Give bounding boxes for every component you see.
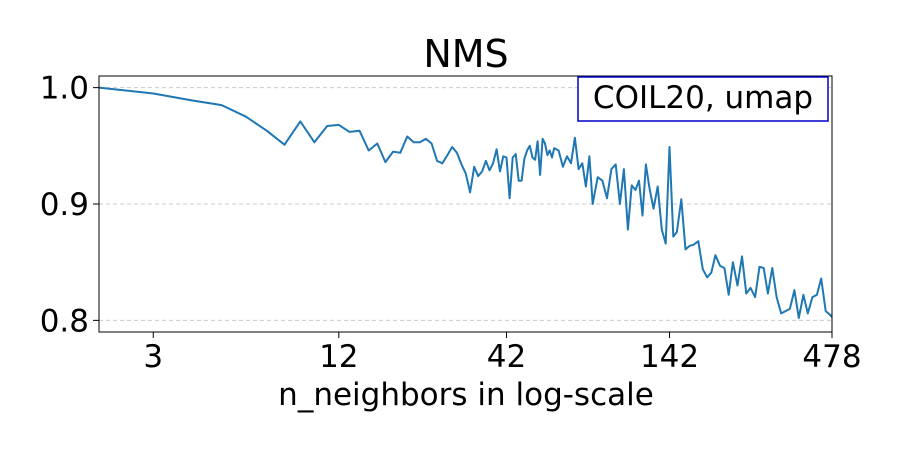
- annotation-box: COIL20, umap: [577, 76, 829, 122]
- y-tick-label: 1.0: [40, 71, 89, 107]
- series-line: [98, 86, 833, 319]
- gridlines: [99, 87, 832, 321]
- annotation-text: COIL20, umap: [593, 80, 813, 116]
- annotation-border: [577, 76, 829, 122]
- plot-frame: [98, 75, 833, 333]
- series-group: [98, 86, 833, 319]
- x-axis-label: n_neighbors in log-scale: [278, 377, 654, 413]
- chart-title: NMS: [423, 32, 508, 76]
- x-tick-label: 12: [319, 339, 358, 375]
- x-tick-label: 3: [143, 339, 163, 375]
- x-tick-label: 142: [640, 339, 699, 375]
- y-tick-label: 0.9: [40, 187, 89, 223]
- y-axis-ticks: 0.8 0.9 1.0: [40, 71, 99, 339]
- y-tick-label: 0.8: [40, 303, 89, 339]
- x-tick-label: 42: [487, 339, 526, 375]
- x-tick-label: 478: [802, 339, 861, 375]
- x-axis-ticks: 3 12 42 142 478: [143, 332, 862, 375]
